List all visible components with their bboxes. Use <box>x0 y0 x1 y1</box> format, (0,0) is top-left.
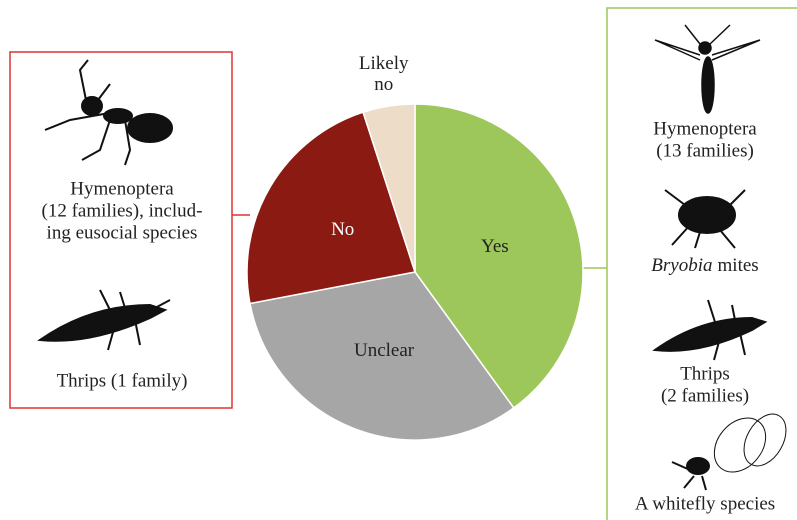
right-panel <box>606 7 797 520</box>
panel-text: Thrips (1 family) <box>57 370 188 391</box>
panel-text: Hymenoptera <box>653 118 757 139</box>
slice-label: Yes <box>481 235 509 257</box>
mite-icon <box>664 189 746 249</box>
panel-text: (2 families) <box>661 385 749 406</box>
slice-label: Likely no <box>358 53 409 96</box>
pie-slice <box>249 271 515 441</box>
panel-text: Hymenoptera <box>70 178 174 199</box>
panel-text-part: mites <box>718 255 759 276</box>
panel-text: A whitefly species <box>635 493 775 514</box>
panel-text: ing eusocial species <box>47 222 198 243</box>
thrips-icon <box>37 289 171 351</box>
panel-text: (13 families) <box>656 140 754 161</box>
ant-icon <box>44 59 173 166</box>
slice-label: No <box>331 218 355 240</box>
thrips-icon <box>652 299 768 361</box>
pie-slice <box>362 103 416 273</box>
panel-italic: Bryobia <box>651 255 712 276</box>
pie-slice <box>414 103 584 409</box>
wasp-icon <box>654 24 761 114</box>
panel-text: Bryobia mites <box>651 255 758 276</box>
left-panel <box>9 51 233 409</box>
slice-label: Unclear <box>353 339 415 361</box>
panel-text: (12 families), includ- <box>42 200 203 221</box>
pie-slice <box>246 111 416 305</box>
panel-text: Thrips <box>680 363 730 384</box>
whitefly-icon <box>671 413 787 491</box>
